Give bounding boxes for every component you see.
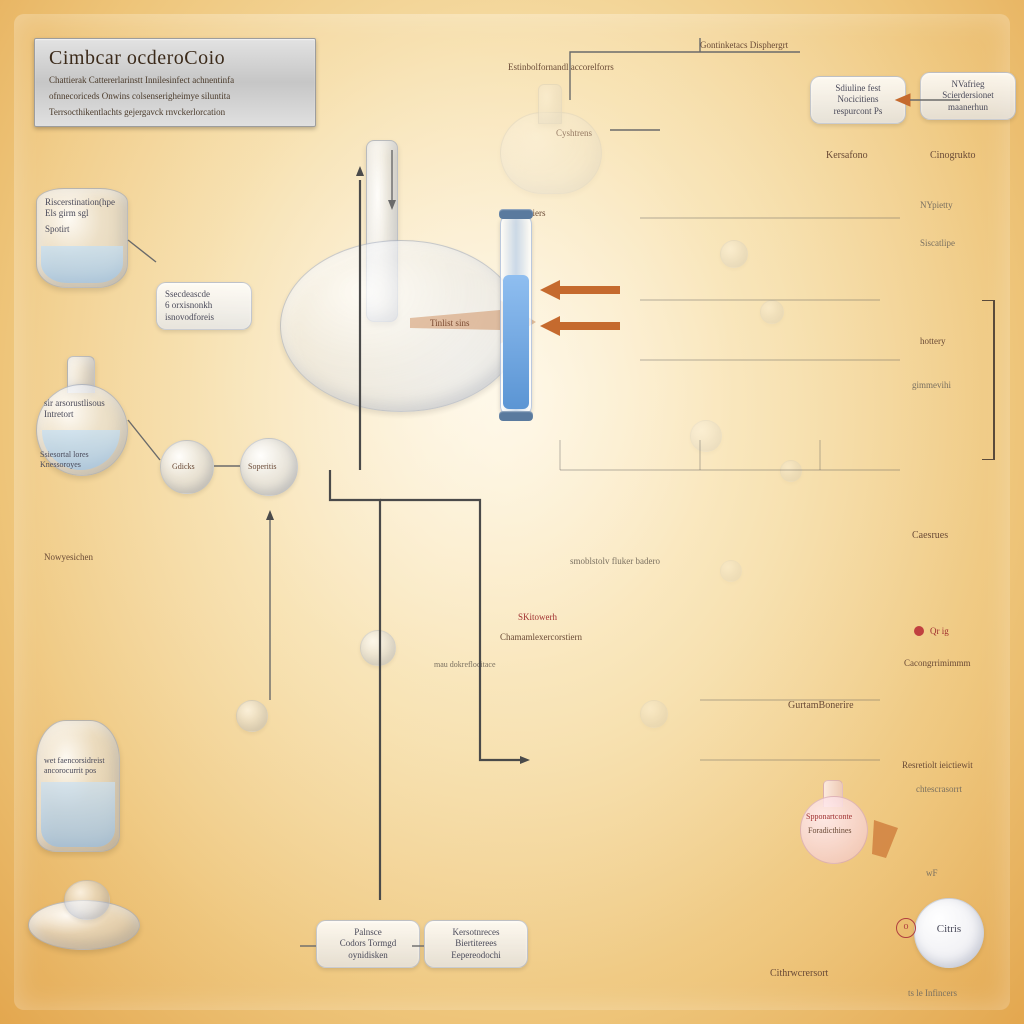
ghost-mol-2 bbox=[760, 300, 784, 324]
r-lbl-8: GurtamBonerire bbox=[788, 700, 854, 711]
box-top-right-1: Sdiuline fest Nocicitiens respurcont Ps bbox=[810, 76, 906, 124]
red-dot-icon bbox=[914, 626, 924, 636]
box-tr1-l2: Nocicitiens bbox=[819, 94, 897, 105]
sphere-mid-2 bbox=[236, 700, 268, 732]
box-tr2-l1: NVafrieg bbox=[929, 79, 1007, 90]
bottle-l2: wet faencorsidreist bbox=[44, 756, 105, 766]
bottom-box-1: Palnsce Codors Tormgd oynidisken bbox=[316, 920, 420, 968]
bracket-icon bbox=[980, 300, 1000, 460]
bottom-box-2: Kersotnreces Biertiterees Eepereodochi bbox=[424, 920, 528, 968]
orange-cone-icon bbox=[870, 818, 906, 862]
wf-label: wF bbox=[926, 868, 938, 878]
box-top-right-2: NVafrieg Scierdersionet maanerhun bbox=[920, 72, 1016, 120]
title-sub3: Terrsocthikentlachts gejergavck rnvckerl… bbox=[49, 106, 289, 118]
ghost-mol-4 bbox=[780, 460, 802, 482]
pink-l1: Spponartconte bbox=[806, 812, 852, 821]
flask2-l4: Knessoroyes bbox=[40, 460, 89, 470]
label-top-center: Estinbolfornandl accorelforrs bbox=[508, 62, 614, 72]
r-lbl-6: Qr ig bbox=[930, 626, 949, 636]
r-lbl-10: chtescrasorrt bbox=[916, 784, 962, 794]
test-tube bbox=[500, 214, 532, 416]
beaker1-l3: Spotirt bbox=[45, 224, 115, 235]
bb1-l1: Palnsce bbox=[325, 927, 411, 938]
caption-r1: Kersafono bbox=[826, 150, 868, 161]
mid-l2: SKitowerh bbox=[518, 612, 557, 622]
flask2-l2: Intretort bbox=[44, 409, 105, 420]
pink-l2: Foradicthines bbox=[808, 826, 852, 835]
central-main-label: Tinlist sins bbox=[430, 318, 469, 328]
dish-lid bbox=[64, 880, 110, 920]
mid-l1: smoblstolv fluker badero bbox=[570, 556, 660, 566]
r-lbl-5: Caesrues bbox=[912, 530, 948, 541]
beaker-top: Riscerstination(hpe Els girm sgl Spotirt bbox=[36, 188, 128, 288]
r-lbl-7: Cacongrrimimmm bbox=[904, 658, 971, 668]
mid-l3: Chamamlexercorstiern bbox=[500, 632, 582, 642]
pink-flask bbox=[800, 780, 866, 864]
circle-o-badge: o bbox=[896, 918, 916, 938]
title-sub1: Chattierak Cattererlarinstt Innilesinfec… bbox=[49, 74, 289, 86]
sphere2-lbl: Soperitis bbox=[248, 462, 276, 471]
sphere1-lbl: Gdicks bbox=[172, 462, 195, 471]
box-tr2-l2: Scierdersionet bbox=[929, 90, 1007, 101]
beaker1-l1: Riscerstination(hpe bbox=[45, 197, 115, 208]
beaker1-l2: Els girm sgl bbox=[45, 208, 115, 219]
bb2-l3: Eepereodochi bbox=[433, 950, 519, 961]
r-lbl-2: Siscatlipe bbox=[920, 238, 955, 248]
cluster-l1: Ssecdeascde bbox=[165, 289, 243, 300]
caption-r2: Cinogrukto bbox=[930, 150, 976, 161]
flask2-l3: Ssiesortal lores bbox=[40, 450, 89, 460]
bottom-label-r: ts le Infincers bbox=[908, 988, 957, 998]
title-heading: Cimbcar ocderoCoio bbox=[49, 47, 301, 70]
label-top-right: Gontinketacs Disphergrt bbox=[700, 40, 788, 50]
circle-label: Citris bbox=[915, 923, 983, 935]
mid-l4: mau dokreflocitace bbox=[434, 660, 496, 669]
bottom-label-l: Cithrwcrersort bbox=[770, 968, 828, 979]
sphere-mid-1 bbox=[360, 630, 396, 666]
r-lbl-3: hottery bbox=[920, 336, 946, 346]
title-sub2: ofnnecoriceds Onwins colsenserigheimye s… bbox=[49, 90, 289, 102]
cluster-l2: 6 orxisnonkh bbox=[165, 300, 243, 311]
r-lbl-9: Resretiolt ieictiewit bbox=[902, 760, 973, 770]
r-lbl-4: gimmevihi bbox=[912, 380, 951, 390]
cluster-l3: isnovodforeis bbox=[165, 312, 243, 323]
box-tr1-l3: respurcont Ps bbox=[819, 106, 897, 117]
bb2-l1: Kersotnreces bbox=[433, 927, 519, 938]
bottle-l3: ancorocurrit pos bbox=[44, 766, 105, 776]
bottom-circle: Citris bbox=[914, 898, 984, 968]
bb1-l3: oynidisken bbox=[325, 950, 411, 961]
bottle bbox=[36, 720, 120, 852]
ghost-mol-6 bbox=[720, 560, 742, 582]
ghost-mol-1 bbox=[720, 240, 748, 268]
central-flask: Tinlist sins bbox=[270, 170, 530, 430]
cluster-label-box: Ssecdeascde 6 orxisnonkh isnovodforeis bbox=[156, 282, 252, 330]
arrow-to-tube-icon bbox=[540, 280, 630, 350]
flask2-l1: sir arsorustlisous bbox=[44, 398, 105, 409]
diagram-root: Cimbcar ocderoCoio Chattierak Cattererla… bbox=[0, 0, 1024, 1024]
bb1-l2: Codors Tormgd bbox=[325, 938, 411, 949]
label-nowyesichen: Nowyesichen bbox=[44, 552, 93, 562]
ghost-mol-3 bbox=[690, 420, 722, 452]
r-lbl-1: NYpietty bbox=[920, 200, 953, 210]
box-tr1-l1: Sdiuline fest bbox=[819, 83, 897, 94]
title-plate: Cimbcar ocderoCoio Chattierak Cattererla… bbox=[34, 38, 316, 127]
ghost-mol-5 bbox=[640, 700, 668, 728]
box-tr2-l3: maanerhun bbox=[929, 102, 1007, 113]
bb2-l2: Biertiterees bbox=[433, 938, 519, 949]
